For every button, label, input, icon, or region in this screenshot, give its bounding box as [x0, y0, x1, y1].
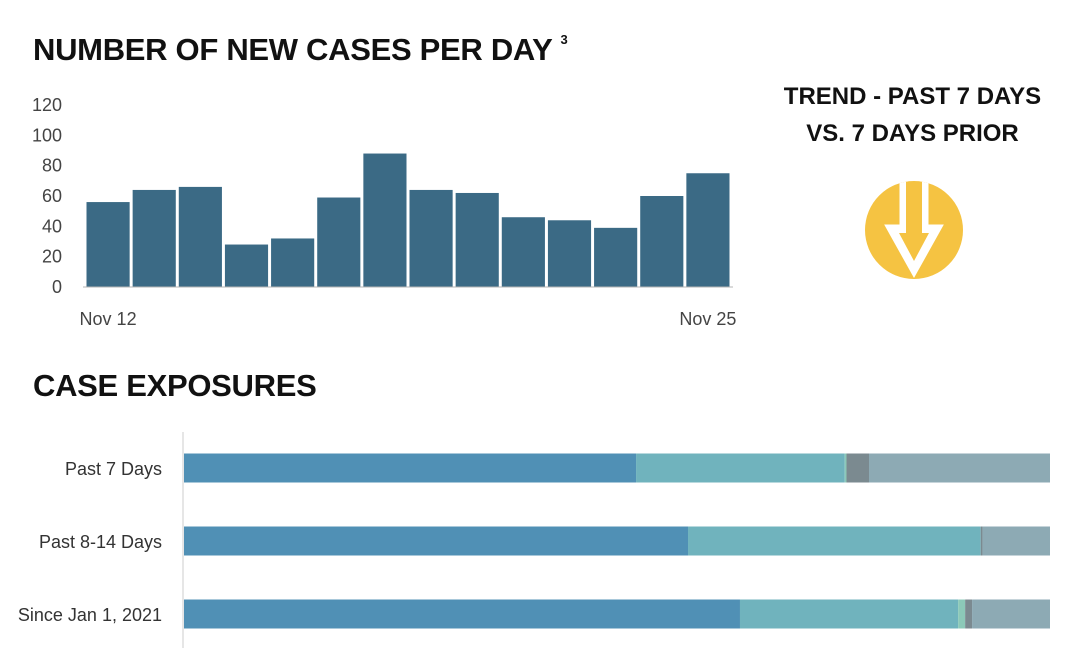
- case-bar: [224, 244, 269, 287]
- exposure-segment: [982, 526, 1050, 556]
- row-label: Past 7 Days: [65, 459, 162, 479]
- case-bar: [178, 186, 222, 287]
- y-axis-ticks: 0 20 40 60 80 100 120: [32, 95, 62, 297]
- case-bar: [594, 227, 638, 287]
- trend-title: TREND - PAST 7 DAYS VS. 7 DAYS PRIOR: [760, 78, 1065, 152]
- down-arrow-circle-icon: [865, 181, 963, 279]
- exposure-rows: Past 7 Days Past 8-14 Days Since Jan 1, 20…: [18, 453, 1050, 629]
- row-label: Since Jan 1, 2021: [18, 605, 162, 625]
- case-bar: [547, 220, 592, 287]
- exposure-segment: [184, 599, 740, 629]
- exposure-segment: [184, 453, 637, 483]
- case-bar: [501, 217, 545, 287]
- exposure-segment: [184, 526, 689, 556]
- case-bar: [686, 173, 730, 287]
- y-tick-label: 0: [52, 277, 62, 297]
- trend-icon-arrow-inner: [899, 181, 929, 261]
- new-cases-bar-chart: 0 20 40 60 80 100 120 Nov 12 Nov 25: [32, 95, 737, 329]
- y-tick-label: 80: [42, 156, 62, 176]
- case-bar: [409, 189, 453, 287]
- case-bar: [86, 202, 130, 287]
- row-label: Past 8-14 Days: [39, 532, 162, 552]
- x-tick-label: Nov 12: [80, 309, 137, 329]
- exposure-segment: [688, 526, 981, 556]
- case-bar: [132, 189, 176, 287]
- exposure-segment: [636, 453, 845, 483]
- cases-chart-title: NUMBER OF NEW CASES PER DAY 3: [33, 32, 568, 67]
- case-bar: [317, 197, 361, 287]
- trend-title-line-1: TREND - PAST 7 DAYS: [783, 83, 1042, 110]
- cases-bars: [86, 153, 730, 287]
- x-axis-ticks: Nov 12 Nov 25: [80, 309, 737, 329]
- case-exposures-stacked-bar-chart: Past 7 Days Past 8-14 Days Since Jan 1, 20…: [18, 432, 1050, 648]
- y-tick-label: 100: [32, 125, 62, 145]
- trend-title-line-2: VS. 7 DAYS PRIOR: [806, 120, 1019, 147]
- footnote-marker: 3: [560, 32, 568, 47]
- case-bar: [640, 196, 684, 287]
- exposure-segment: [980, 526, 983, 556]
- y-tick-label: 20: [42, 247, 62, 267]
- y-tick-label: 40: [42, 216, 62, 236]
- exposure-segment: [972, 599, 1050, 629]
- exposure-segment: [965, 599, 973, 629]
- case-bar: [271, 238, 315, 287]
- y-tick-label: 120: [32, 95, 62, 115]
- case-bar: [455, 192, 499, 287]
- exposure-segment: [739, 599, 959, 629]
- x-tick-label: Nov 25: [679, 309, 736, 329]
- exposure-segment: [958, 599, 966, 629]
- exposure-segment: [846, 453, 870, 483]
- y-tick-label: 60: [42, 186, 62, 206]
- exposures-chart-title: CASE EXPOSURES: [33, 368, 317, 403]
- case-bar: [363, 153, 407, 287]
- exposure-segment: [844, 453, 847, 483]
- exposure-segment: [869, 453, 1050, 483]
